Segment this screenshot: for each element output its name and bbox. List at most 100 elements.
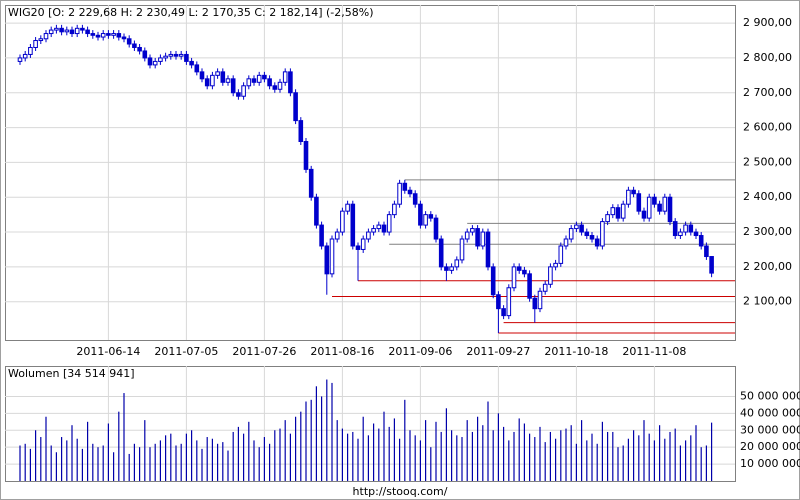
candle-body [324,245,330,275]
candle-body [376,224,382,230]
candle-body [199,71,205,80]
candle-body [678,231,683,237]
candle-body [152,60,158,66]
candle-body [636,193,642,212]
candle-body [204,78,210,87]
candle-body [189,60,194,66]
candle-body [568,228,574,240]
candle-body [163,55,168,59]
candle-body [267,78,272,87]
candle-body [470,228,475,233]
candle-body [314,196,319,226]
x-tick-label: 2011-07-26 [232,345,296,358]
candle-body [589,235,595,240]
candle-body [38,38,44,42]
candle-body [693,231,699,237]
candle-body [230,78,236,94]
candle-body [412,193,418,205]
candle-body [407,189,413,195]
candle-body [584,231,590,237]
candle-body [652,196,657,205]
layers: 2 100,00 2 200,00 2 300,00 2 400,00 2 500,00… [5,5,800,481]
candle-body [282,71,288,83]
x-tick-label: 2011-09-06 [388,345,452,358]
candle-body [459,238,465,261]
candle-body [371,228,376,233]
candle-body [142,50,148,59]
price-title: WIG20 [O: 2 229,68 H: 2 230,49 L: 2 170,… [8,6,374,19]
candle-body [542,283,548,292]
candle-body [631,189,636,195]
y-tick-label: 10 000 000 [740,457,800,470]
y-tick-label: 2 800,00 [743,51,792,64]
candle-body [137,46,142,52]
candle-body [527,273,532,299]
y-tick-label: 2 700,00 [743,86,792,99]
candle-body [293,92,298,122]
candle-body [111,33,116,36]
candle-body [64,29,70,33]
candle-body [418,203,423,226]
candle-body [444,266,449,271]
y-tick-label: 20 000 000 [740,440,800,453]
candle-body [329,238,335,275]
candle-body [246,78,252,87]
candle-body [178,53,184,57]
candle-body [95,34,101,38]
candle-body [106,33,111,36]
candle-body [558,245,564,264]
candle-body [626,189,631,205]
candle-body [308,168,314,198]
candle-body [709,256,714,274]
candle-body [683,224,688,233]
y-tick-label: 2 600,00 [743,121,792,134]
candle-body [366,231,371,240]
candle-body [277,81,283,90]
candle-body [241,85,246,97]
candle-body [147,57,153,66]
y-tick-label: 2 400,00 [743,190,792,203]
candle-body [594,238,600,247]
candle-body [485,231,491,268]
candle-body [480,231,486,247]
candle-body [428,214,434,219]
candle-body [158,57,163,62]
candle-body [605,214,610,223]
footer: http://stooq.com/ [353,485,448,498]
candle-body [610,207,616,216]
candle-body [355,245,361,250]
candle-body [449,266,454,271]
candle-body [423,214,428,226]
candle-body [615,207,621,219]
candle-body [553,262,558,268]
candle-body [132,43,137,48]
candle-body [220,71,226,83]
candle-body [173,53,179,57]
candle-body [688,224,694,233]
candle-body [646,196,652,219]
candle-body [600,221,605,247]
candle-body [334,231,340,240]
candle-body [54,27,59,31]
candle-body [236,92,241,97]
candle-body [210,74,215,87]
candle-body [194,64,200,73]
candle-body [74,27,80,35]
candle-body [126,38,132,45]
y-tick-label: 2 500,00 [743,155,792,168]
candle-body [662,196,668,212]
x-tick-label: 2011-09-27 [466,345,530,358]
candle-body [262,74,267,80]
candle-body [522,269,527,275]
candle-body [532,297,538,310]
candle-body [620,203,626,219]
candle-body [22,53,28,59]
candle-body [59,27,64,33]
candle-body [360,238,366,250]
candle-body [298,120,304,143]
candle-body [511,266,517,289]
x-tick-label: 2011-11-08 [622,345,686,358]
candle-body [225,78,231,83]
